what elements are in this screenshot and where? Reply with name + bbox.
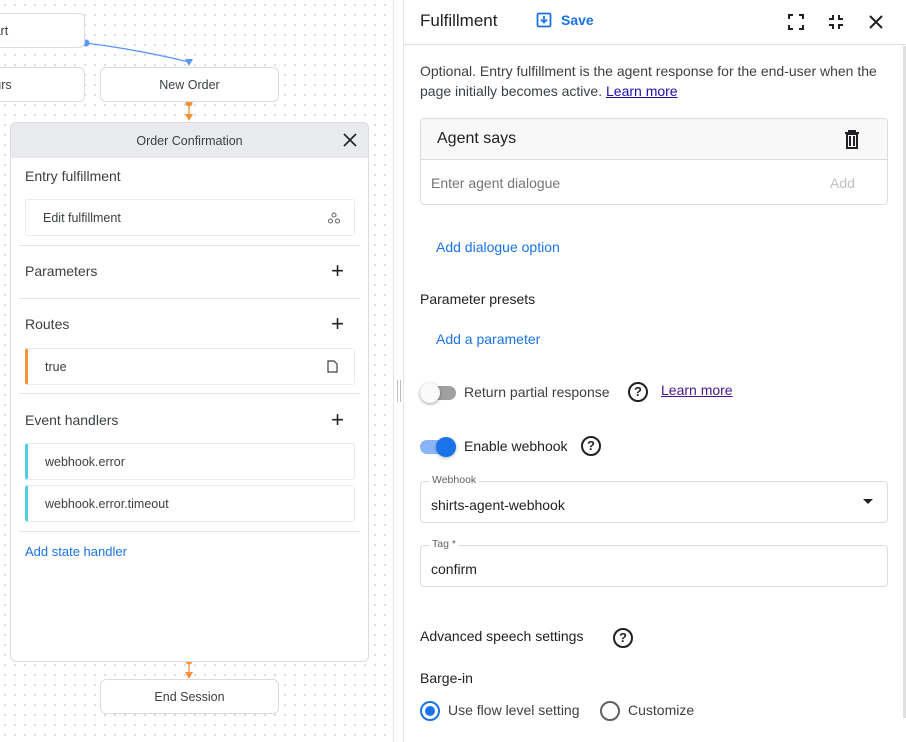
webhook-select[interactable]: Webhook shirts-agent-webhook [420,474,888,523]
page-card-title: Order Confirmation [136,133,243,148]
learn-more-link[interactable]: Learn more [606,83,678,99]
item-label: true [45,359,67,374]
node-label: Hours [0,77,12,92]
add-route-plus-icon[interactable]: + [331,311,344,336]
partial-learn-more-link[interactable]: Learn more [661,382,733,398]
edge-start-new-order [85,42,190,63]
close-icon[interactable] [867,13,885,31]
barge-in-title: Barge-in [420,670,473,686]
entry-fulfillment-title: Entry fulfillment [25,168,121,184]
edit-fulfillment-item[interactable]: Edit fulfillment [25,199,355,236]
event-handlers-title: Event handlers [25,412,119,428]
node-label: New Order [159,77,220,92]
parameters-title: Parameters [25,263,98,279]
radio-customize[interactable] [600,701,620,721]
page-card-header: Order Confirmation [11,123,368,158]
tag-label: Tag * [429,538,459,550]
description-text: Optional. Entry fulfillment is the agent… [420,63,877,99]
edge-arrow-icon [185,672,193,679]
advanced-speech-title: Advanced speech settings [420,628,584,644]
parameter-presets-title: Parameter presets [420,291,536,307]
help-icon[interactable]: ? [613,628,633,648]
radio-use-flow-level[interactable] [420,701,440,721]
node-new-order[interactable]: New Order [100,67,279,102]
webhook-value: shirts-agent-webhook [431,497,565,513]
webhook-icon [328,212,340,224]
route-item[interactable]: true [25,348,355,385]
flow-canvas[interactable]: Start Hours New Order End Session Order … [0,0,393,742]
trash-icon[interactable] [844,130,860,149]
tag-value: confirm [431,561,477,577]
panel-header: Fulfillment Save [404,0,906,45]
node-label: Start [0,23,9,38]
add-dialogue-option-link[interactable]: Add dialogue option [436,239,560,255]
fulfillment-panel: Fulfillment Save Optional. Entry fulfill… [404,0,906,742]
dropdown-arrow-icon [863,499,873,504]
radio-label: Use flow level setting [448,702,580,718]
event-handler-item[interactable]: webhook.error.timeout [25,485,355,522]
agent-dialogue-input[interactable] [431,175,811,191]
agent-says-card: Agent says Add [420,118,888,205]
return-partial-response-label: Return partial response [464,384,610,400]
item-label: Edit fulfillment [43,210,121,225]
panel-title: Fulfillment [420,11,498,30]
add-state-handler-link[interactable]: Add state handler [25,544,127,559]
help-icon[interactable]: ? [581,436,601,456]
panel-resize-handle[interactable] [393,0,404,742]
webhook-label: Webhook [429,474,480,486]
enable-webhook-toggle[interactable] [420,437,456,457]
save-icon [536,12,552,28]
tag-field[interactable]: Tag * confirm [420,538,888,587]
close-icon[interactable] [342,132,358,148]
scrollbar[interactable] [903,46,906,718]
enable-webhook-label: Enable webhook [464,438,568,454]
save-button[interactable]: Save [536,12,594,28]
item-label: webhook.error.timeout [45,496,169,511]
page-card-order-confirmation: Order Confirmation Entry fulfillment Edi… [10,122,369,662]
fullscreen-icon[interactable] [787,13,805,31]
add-dialogue-button[interactable]: Add [830,175,855,191]
add-event-handler-plus-icon[interactable]: + [331,407,344,432]
grip-icon [397,380,401,402]
event-handler-item[interactable]: webhook.error [25,443,355,480]
help-icon[interactable]: ? [628,382,648,402]
item-label: webhook.error [45,454,125,469]
document-icon [327,360,338,373]
radio-label: Customize [628,702,695,718]
edge-arrow-icon [185,114,193,121]
add-parameter-link[interactable]: Add a parameter [436,331,541,347]
agent-says-title: Agent says [437,130,517,147]
collapse-icon[interactable] [827,13,845,31]
description: Optional. Entry fulfillment is the agent… [420,61,890,101]
edge-arrow-icon [185,59,193,66]
node-start[interactable]: Start [0,13,85,48]
add-parameter-plus-icon[interactable]: + [331,258,344,283]
save-label: Save [561,12,594,28]
node-end-session[interactable]: End Session [100,679,279,714]
return-partial-response-toggle[interactable] [420,383,456,403]
routes-title: Routes [25,316,70,332]
node-label: End Session [154,689,225,704]
node-hours[interactable]: Hours [0,67,85,102]
